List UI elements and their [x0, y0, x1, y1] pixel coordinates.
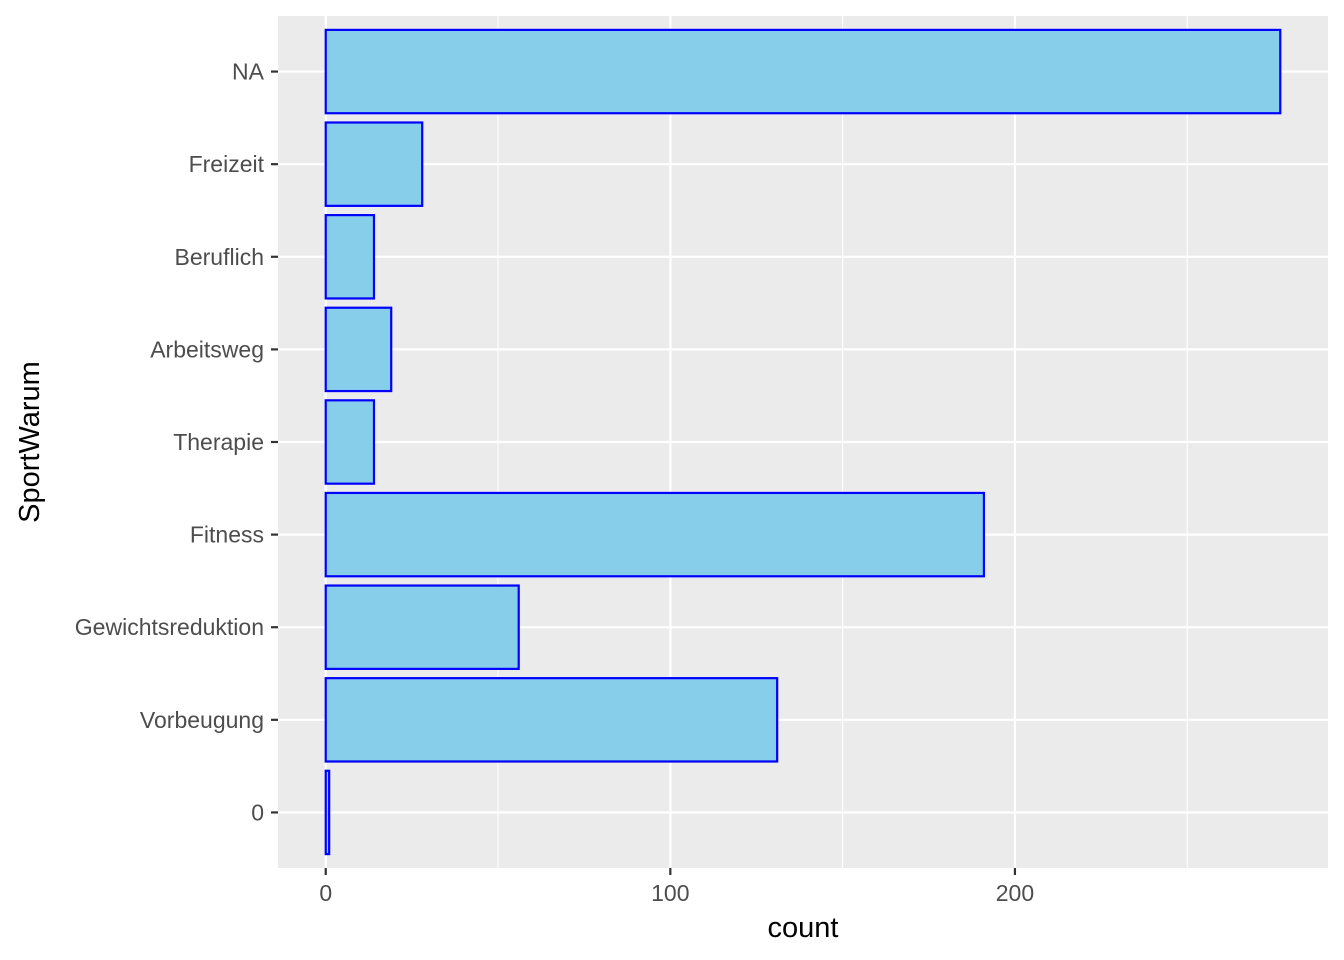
x-tick-label: 200 — [996, 880, 1034, 906]
y-tick-label: Beruflich — [175, 244, 264, 270]
y-axis: 0 Vorbeugung Gewichtsreduktion Fitness Thera… — [75, 59, 278, 825]
bar-fitness — [324, 491, 986, 578]
x-axis-title: count — [768, 912, 839, 944]
bar-arbeitsweg — [324, 306, 393, 393]
bar-therapie — [324, 399, 376, 485]
bar-beruflich — [324, 214, 376, 300]
y-axis-title: SportWarum — [14, 361, 46, 523]
y-tick-label: Therapie — [173, 429, 264, 455]
bar-gewichtsreduktion — [324, 584, 520, 670]
y-tick-label: 0 — [251, 799, 264, 825]
x-axis: 0 100 200 — [319, 868, 1034, 906]
bars — [324, 28, 1282, 856]
y-tick-label: Freizeit — [189, 151, 265, 177]
x-tick-label: 100 — [651, 880, 689, 906]
y-tick-label: Arbeitsweg — [150, 336, 264, 362]
y-tick-label: Gewichtsreduktion — [75, 614, 264, 640]
bar-0 — [324, 769, 331, 856]
bar-freizeit — [324, 121, 424, 207]
bar-vorbeugung — [324, 677, 779, 763]
x-tick-label: 0 — [319, 880, 332, 906]
y-tick-label: Vorbeugung — [140, 707, 264, 733]
y-tick-label: Fitness — [190, 522, 264, 548]
bar-na — [324, 28, 1282, 115]
y-tick-label: NA — [232, 59, 265, 85]
